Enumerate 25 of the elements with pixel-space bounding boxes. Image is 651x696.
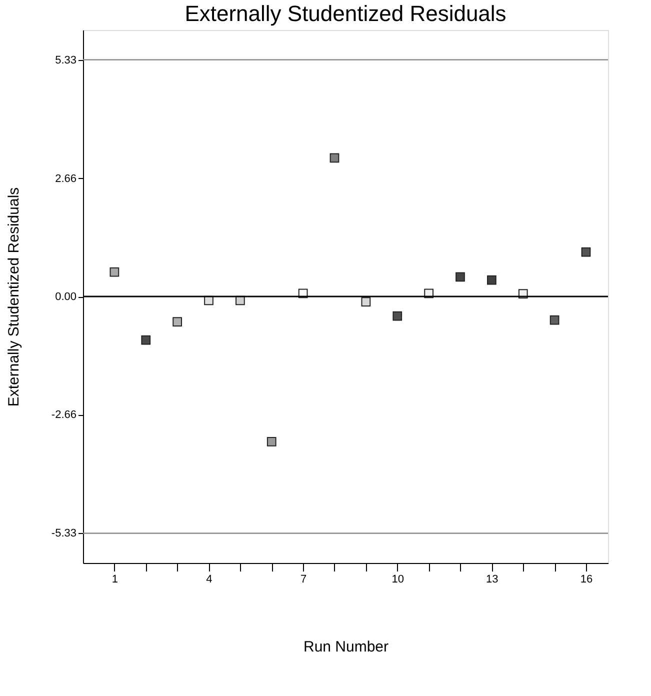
x-tick-label: 13 [486,574,498,586]
x-tick-label: 1 [112,574,118,586]
point [141,335,151,345]
x-tick-label: 7 [300,574,307,586]
point [392,311,402,321]
x-tick-label: 16 [580,574,593,586]
chart-title: Externally Studentized Residuals [184,1,506,26]
point [487,275,496,285]
y-tick-label: -5.33 [51,528,76,540]
x-tick-label: 4 [206,574,212,586]
point [550,315,560,325]
point [172,317,182,326]
y-tick-label: -2.66 [51,409,76,422]
y-axis-title: Externally Studentized Residuals [5,187,22,407]
y-tick-label: 0.00 [55,291,76,303]
x-tick-label: 10 [392,574,404,586]
point [456,272,465,282]
point [361,297,371,307]
y-tick-label: 5.33 [55,54,76,66]
point [330,153,340,163]
y-tick-label: 2.66 [55,172,76,185]
point [110,267,120,277]
point [581,247,591,257]
point [266,437,276,446]
x-axis-title: Run Number [303,638,389,656]
